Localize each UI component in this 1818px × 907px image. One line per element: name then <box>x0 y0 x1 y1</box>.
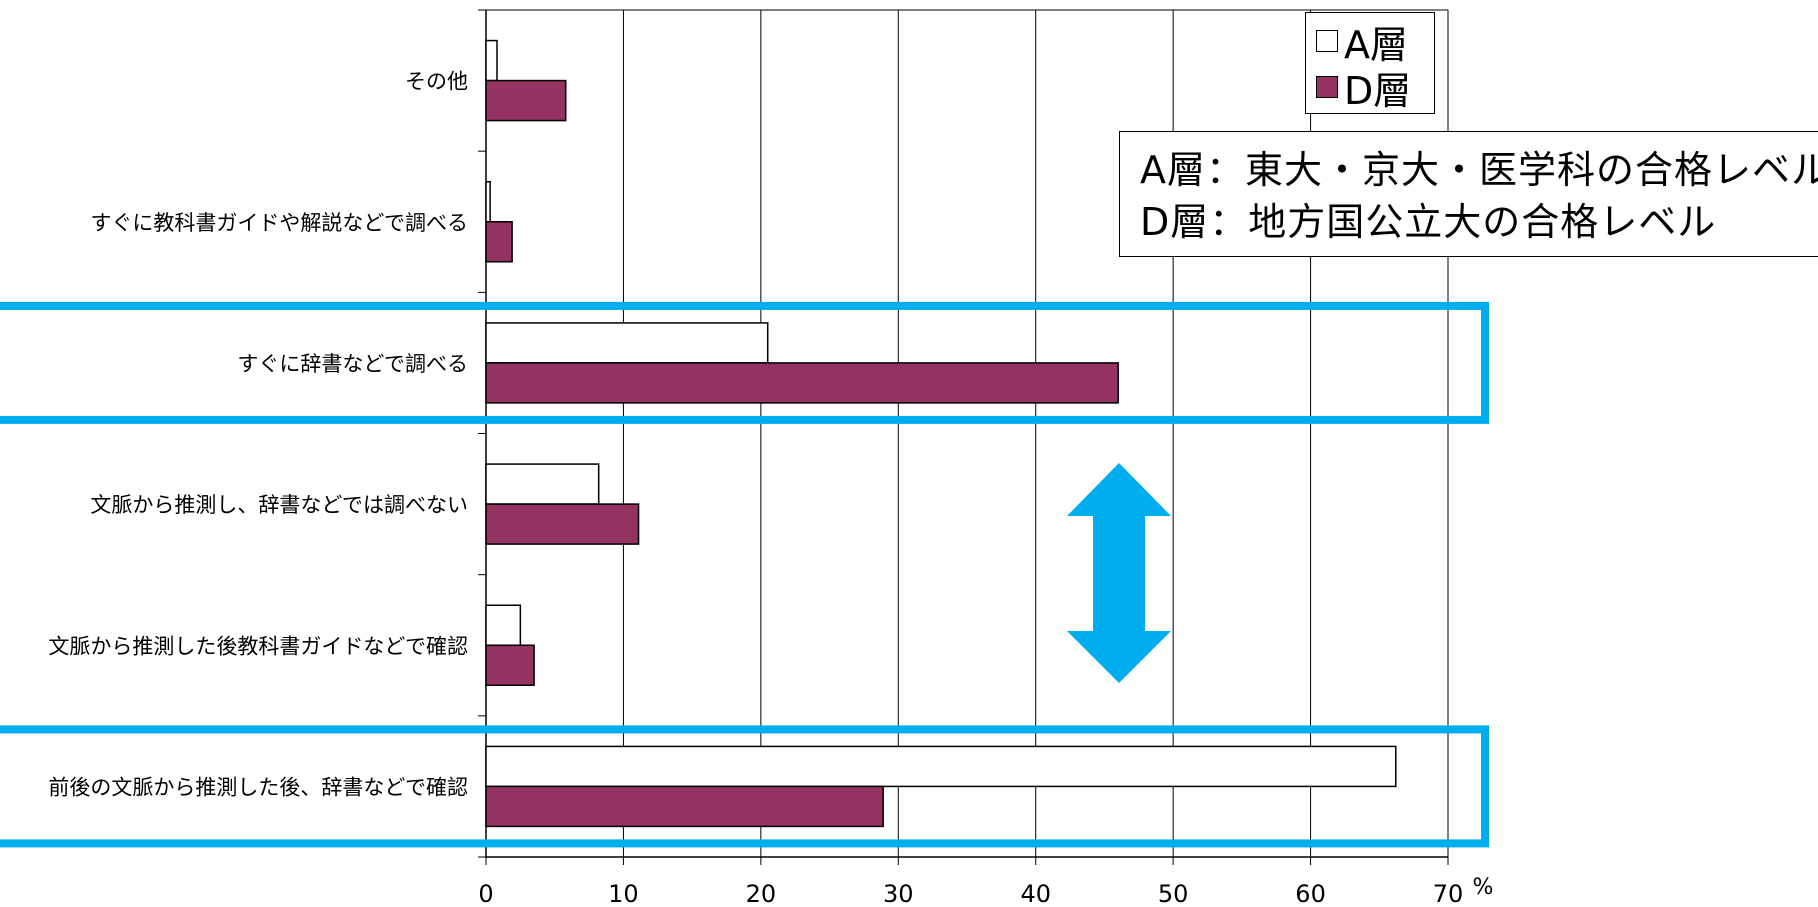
bar-a <box>485 322 769 364</box>
bar-a <box>485 745 1397 788</box>
x-tick-label: 70 <box>1433 880 1464 907</box>
x-tick-label: 50 <box>1158 880 1189 907</box>
legend-swatch-a <box>1316 30 1338 52</box>
category-label: 前後の文脈から推測した後、辞書などで確認 <box>48 775 468 799</box>
x-tick-label: 40 <box>1020 880 1051 907</box>
bar-d <box>485 503 640 545</box>
x-tick-label: 30 <box>883 880 914 907</box>
note-line-a: A層：東大・京大・医学科の合格レベル <box>1140 148 1818 192</box>
legend-item-a: A層 <box>1316 19 1408 67</box>
bar-a <box>485 39 498 82</box>
bar-d <box>485 221 513 263</box>
legend-swatch-d <box>1316 76 1338 98</box>
highlight-box <box>0 725 1489 848</box>
x-tick-label: 60 <box>1295 880 1326 907</box>
category-label: その他 <box>405 70 468 94</box>
x-tick-label: 10 <box>608 880 639 907</box>
category-label: 文脈から推測した後教科書ガイドなどで確認 <box>48 634 468 658</box>
legend-label-d: D層 <box>1344 68 1412 113</box>
level-definition-box: A層：東大・京大・医学科の合格レベル D層：地方国公立大の合格レベル <box>1119 131 1818 257</box>
bar-a <box>485 463 600 505</box>
legend: A層 D層 <box>1305 12 1435 114</box>
legend-item-d: D層 <box>1316 65 1411 113</box>
double-arrow-icon <box>1067 463 1171 683</box>
x-tick-label: 0 <box>478 880 493 907</box>
x-unit-label: % <box>1473 875 1494 900</box>
legend-label-a: A層 <box>1344 22 1408 67</box>
bar-d <box>485 362 1119 404</box>
bar-d <box>485 79 567 122</box>
x-tick-label: 20 <box>746 880 777 907</box>
bar-a <box>485 604 522 646</box>
bar-a <box>485 181 491 223</box>
bar-d <box>485 644 535 686</box>
note-line-d: D層：地方国公立大の合格レベル <box>1140 200 1717 244</box>
highlight-box <box>0 301 1489 424</box>
category-label: すぐに教科書ガイドや解説などで調べる <box>90 211 468 235</box>
category-label: 文脈から推測し、辞書などでは調べない <box>90 493 468 517</box>
category-label: すぐに辞書などで調べる <box>237 352 468 376</box>
bar-d <box>485 785 884 828</box>
